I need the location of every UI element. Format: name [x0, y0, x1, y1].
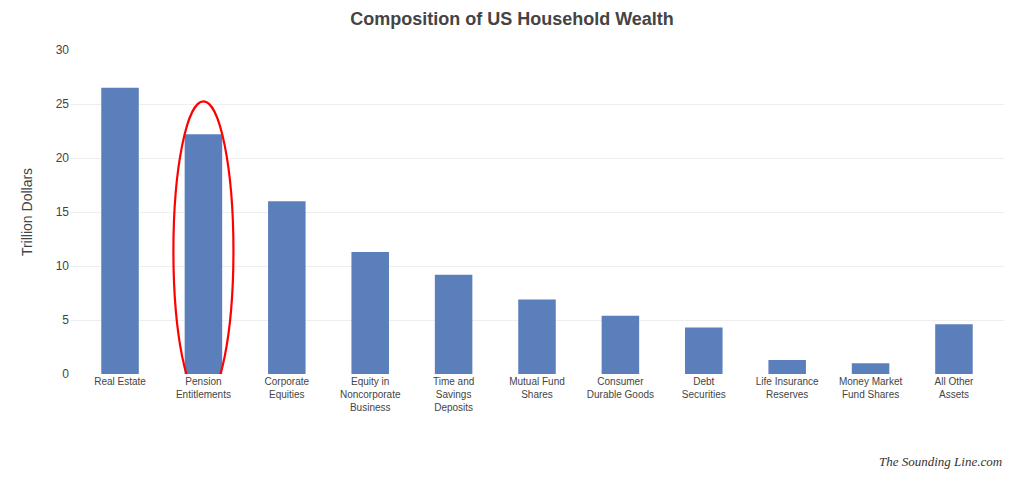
svg-text:CorporateEquities: CorporateEquities [265, 376, 310, 400]
svg-text:Mutual FundShares: Mutual FundShares [509, 376, 565, 400]
svg-text:The Sounding Line.com: The Sounding Line.com [879, 454, 1002, 469]
svg-text:PensionEntitlements: PensionEntitlements [176, 376, 231, 400]
svg-text:5: 5 [62, 313, 69, 327]
svg-text:Time andSavingsDeposits: Time andSavingsDeposits [433, 376, 474, 413]
svg-text:All OtherAssets: All OtherAssets [935, 376, 975, 400]
svg-text:Trillion Dollars: Trillion Dollars [19, 168, 35, 256]
svg-text:Life InsuranceReserves: Life InsuranceReserves [756, 376, 819, 400]
svg-text:10: 10 [56, 259, 70, 273]
svg-text:DebtSecurities: DebtSecurities [682, 376, 726, 400]
svg-text:30: 30 [56, 43, 70, 57]
svg-text:20: 20 [56, 151, 70, 165]
svg-text:Money MarketFund Shares: Money MarketFund Shares [839, 376, 903, 400]
svg-text:Composition of US Household We: Composition of US Household Wealth [350, 9, 674, 29]
svg-text:25: 25 [56, 97, 70, 111]
svg-text:Real Estate: Real Estate [94, 376, 146, 387]
svg-text:ConsumerDurable Goods: ConsumerDurable Goods [587, 376, 654, 400]
svg-text:15: 15 [56, 205, 70, 219]
svg-text:0: 0 [62, 367, 69, 381]
svg-text:Equity inNoncorporateBusiness: Equity inNoncorporateBusiness [340, 376, 401, 413]
